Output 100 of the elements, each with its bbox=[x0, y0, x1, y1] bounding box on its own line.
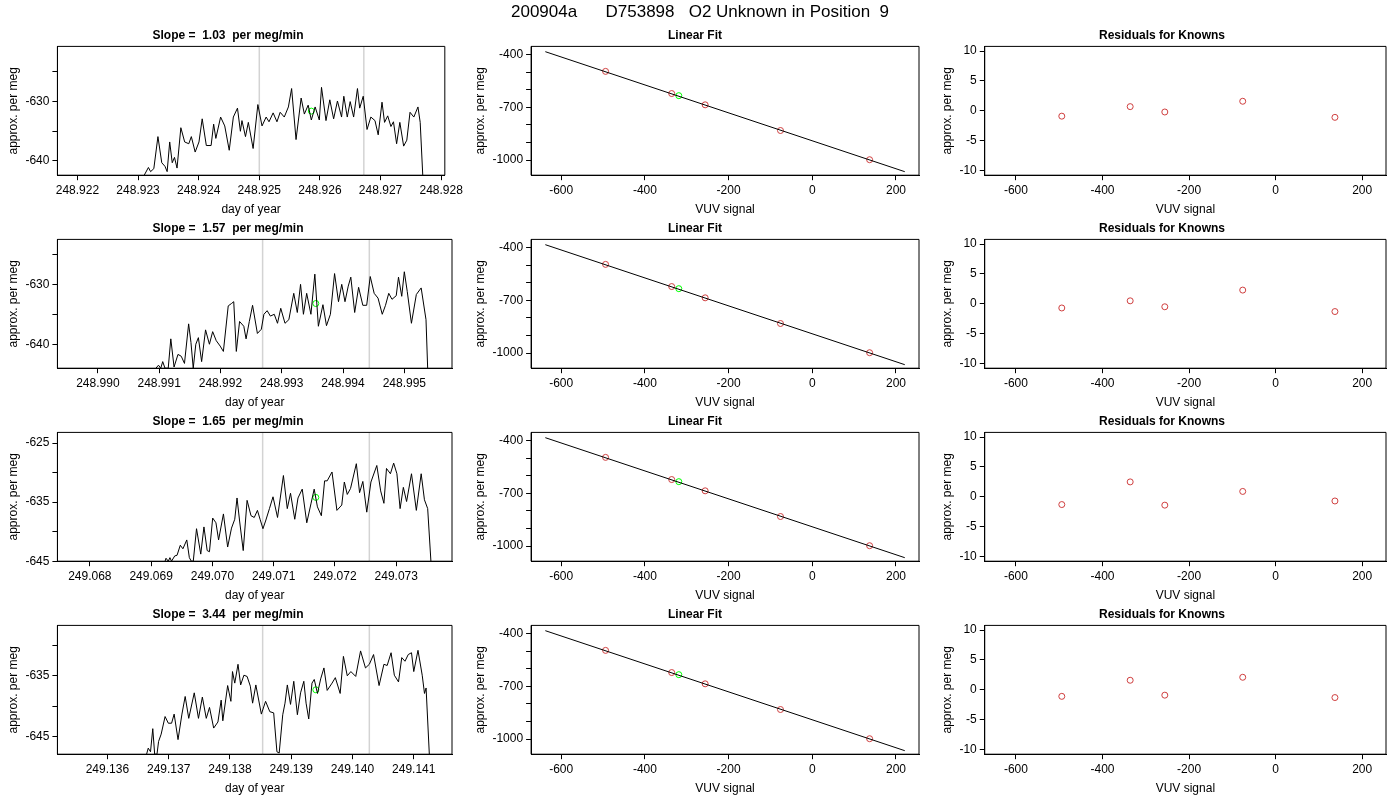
x-tick-label: 248.994 bbox=[321, 375, 366, 390]
x-tick-label: -400 bbox=[632, 375, 658, 390]
y-tick-label: -5 bbox=[966, 132, 978, 147]
chart-title: Linear Fit bbox=[667, 413, 723, 428]
y-tick-label: -1000 bbox=[492, 345, 524, 360]
y-tick-label: -640 bbox=[25, 337, 50, 352]
x-axis-title: VUV signal bbox=[1155, 588, 1216, 603]
point bbox=[866, 349, 874, 357]
chart-title: Residuals for Knowns bbox=[1098, 220, 1226, 235]
chart-title: Slope = 1.03 per meg/min bbox=[152, 27, 304, 42]
point bbox=[1239, 286, 1247, 294]
x-tick-label: -200 bbox=[1177, 761, 1202, 776]
y-tick-label: -635 bbox=[25, 668, 50, 683]
y-axis-title: approx. per meg bbox=[472, 646, 487, 734]
x-tick-label: 0 bbox=[808, 182, 816, 197]
point bbox=[668, 283, 676, 291]
y-tick-label: -5 bbox=[966, 518, 978, 533]
y-axis-title: approx. per meg bbox=[472, 67, 487, 155]
y-tick-label: 5 bbox=[970, 266, 978, 281]
x-axis-title: day of year bbox=[221, 202, 281, 217]
point bbox=[675, 92, 683, 100]
y-tick-label: -700 bbox=[499, 99, 524, 114]
x-tick-label: -600 bbox=[549, 375, 574, 390]
y-axis-title: approx. per meg bbox=[472, 260, 487, 348]
point bbox=[701, 101, 709, 109]
point bbox=[1239, 97, 1247, 105]
y-axis-title: approx. per meg bbox=[5, 453, 20, 541]
x-tick-label: -400 bbox=[632, 761, 658, 776]
point bbox=[602, 646, 610, 654]
x-axis-title: VUV signal bbox=[695, 395, 755, 410]
x-axis-title: VUV signal bbox=[695, 588, 755, 603]
x-tick-label: 249.073 bbox=[374, 568, 419, 583]
x-tick-label: -200 bbox=[1177, 375, 1202, 390]
x-tick-label: 200 bbox=[885, 761, 907, 776]
point bbox=[1058, 692, 1066, 700]
point bbox=[1331, 497, 1339, 505]
point bbox=[1126, 103, 1134, 111]
y-tick-label: -1000 bbox=[492, 152, 524, 167]
x-tick-label: 0 bbox=[1272, 375, 1280, 390]
x-tick-label: -600 bbox=[549, 182, 574, 197]
point bbox=[701, 487, 709, 495]
y-tick-label: 10 bbox=[963, 43, 978, 58]
x-tick-label: 249.138 bbox=[208, 761, 252, 776]
text: 200904a D753898 O2 Unknown in Position 9 bbox=[510, 2, 890, 21]
x-tick-label: -200 bbox=[1177, 568, 1202, 583]
point bbox=[776, 127, 784, 135]
point bbox=[675, 671, 683, 679]
point bbox=[1239, 673, 1247, 681]
y-axis-title: approx. per meg bbox=[939, 646, 954, 734]
y-tick-label: -645 bbox=[25, 553, 50, 568]
point bbox=[701, 680, 709, 688]
point bbox=[1058, 501, 1066, 509]
x-tick-label: -600 bbox=[549, 568, 574, 583]
x-tick-label: 249.141 bbox=[392, 761, 436, 776]
y-tick-label: 5 bbox=[970, 652, 978, 667]
chart-title: Residuals for Knowns bbox=[1098, 27, 1226, 42]
x-tick-label: -400 bbox=[632, 568, 658, 583]
chart-title: Slope = 1.57 per meg/min bbox=[152, 220, 304, 235]
point bbox=[701, 294, 709, 302]
y-tick-label: -700 bbox=[499, 485, 524, 500]
x-tick-label: -400 bbox=[1090, 761, 1115, 776]
x-tick-label: 200 bbox=[1352, 375, 1373, 390]
x-tick-label: 248.922 bbox=[55, 182, 100, 197]
x-tick-label: 200 bbox=[885, 568, 907, 583]
point bbox=[866, 735, 874, 743]
y-tick-label: 10 bbox=[963, 429, 978, 444]
x-tick-label: 248.928 bbox=[419, 182, 464, 197]
y-tick-label: 0 bbox=[970, 682, 978, 697]
x-tick-label: -200 bbox=[1177, 182, 1202, 197]
x-tick-label: 249.137 bbox=[146, 761, 191, 776]
x-tick-label: -600 bbox=[1003, 761, 1029, 776]
x-axis-title: day of year bbox=[225, 395, 285, 410]
chart-title: Slope = 3.44 per meg/min bbox=[152, 606, 304, 621]
y-tick-label: -400 bbox=[499, 46, 524, 61]
x-tick-label: 0 bbox=[808, 375, 816, 390]
point bbox=[602, 453, 610, 461]
y-tick-label: 10 bbox=[963, 622, 978, 637]
y-tick-label: -1000 bbox=[492, 731, 524, 746]
x-tick-label: 248.993 bbox=[260, 375, 304, 390]
point bbox=[668, 476, 676, 484]
y-axis-title: approx. per meg bbox=[5, 260, 20, 348]
x-tick-label: -400 bbox=[1090, 375, 1115, 390]
y-axis-title: approx. per meg bbox=[939, 260, 954, 348]
point bbox=[1331, 694, 1339, 702]
x-tick-label: 200 bbox=[885, 182, 907, 197]
y-tick-label: -10 bbox=[959, 741, 978, 756]
x-tick-label: -600 bbox=[1003, 182, 1029, 197]
x-tick-label: 249.072 bbox=[313, 568, 357, 583]
y-axis-title: approx. per meg bbox=[939, 67, 954, 155]
point bbox=[1331, 308, 1339, 316]
y-tick-label: -10 bbox=[959, 548, 978, 563]
y-tick-label: -630 bbox=[25, 93, 50, 108]
y-axis-title: approx. per meg bbox=[5, 646, 20, 734]
y-axis-title: approx. per meg bbox=[939, 453, 954, 541]
y-tick-label: -630 bbox=[25, 277, 50, 292]
x-tick-label: -200 bbox=[716, 375, 741, 390]
x-tick-label: -400 bbox=[1090, 568, 1115, 583]
x-axis-title: day of year bbox=[225, 588, 285, 603]
x-tick-label: 249.071 bbox=[251, 568, 296, 583]
x-tick-label: -200 bbox=[716, 761, 741, 776]
